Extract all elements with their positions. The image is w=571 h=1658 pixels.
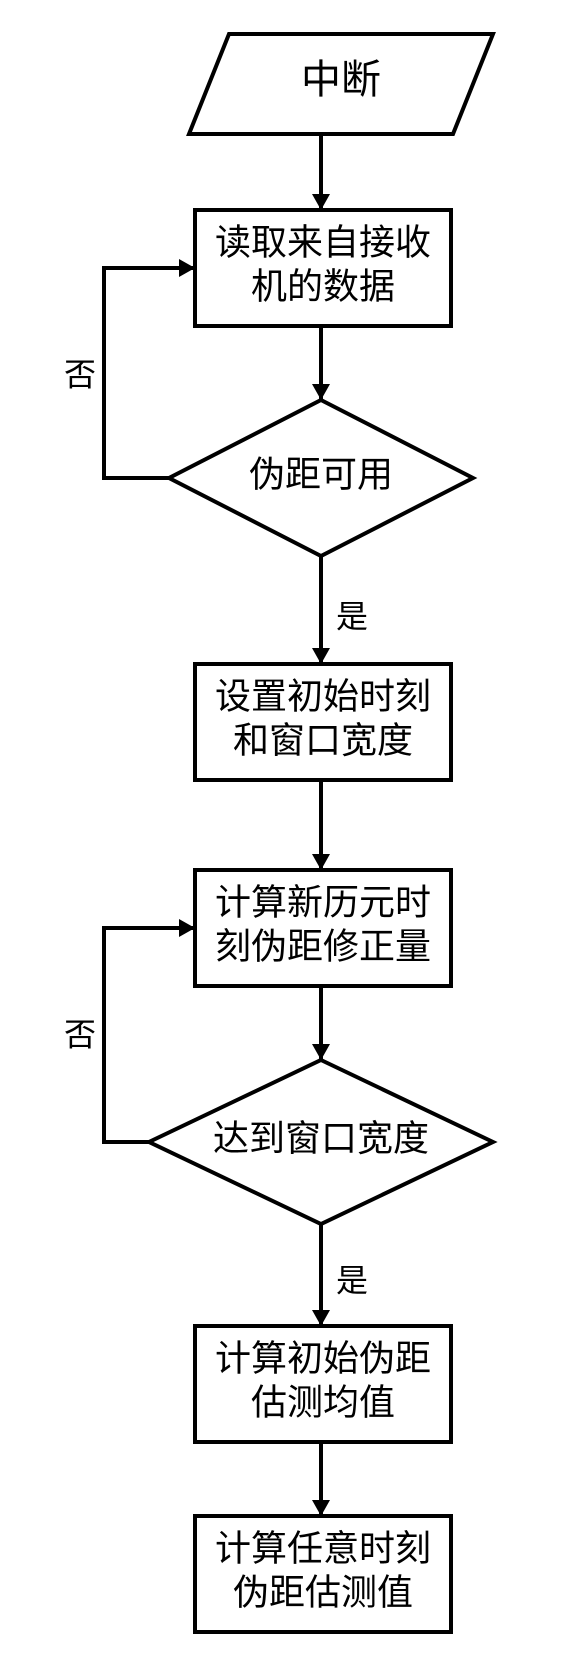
svg-text:刻伪距修正量: 刻伪距修正量: [215, 926, 431, 966]
edge-label: 否: [64, 356, 96, 392]
svg-text:估测均值: 估测均值: [251, 1382, 395, 1422]
svg-text:伪距可用: 伪距可用: [249, 454, 393, 494]
svg-text:机的数据: 机的数据: [251, 266, 395, 306]
svg-text:伪距估测值: 伪距估测值: [233, 1572, 413, 1612]
edge-label: 是: [336, 598, 368, 634]
svg-text:计算初始伪距: 计算初始伪距: [215, 1338, 431, 1378]
svg-text:中断: 中断: [301, 57, 381, 102]
edge-label: 否: [64, 1016, 96, 1052]
svg-text:和窗口宽度: 和窗口宽度: [233, 720, 413, 760]
svg-text:计算新历元时: 计算新历元时: [215, 882, 431, 922]
svg-text:设置初始时刻: 设置初始时刻: [215, 676, 431, 716]
edge: [104, 928, 195, 1142]
flowchart-canvas: 是是否否中断读取来自接收机的数据伪距可用设置初始时刻和窗口宽度计算新历元时刻伪距…: [0, 0, 571, 1658]
svg-text:达到窗口宽度: 达到窗口宽度: [213, 1118, 429, 1158]
svg-text:计算任意时刻: 计算任意时刻: [215, 1528, 431, 1568]
svg-text:读取来自接收: 读取来自接收: [215, 222, 431, 262]
edge: [104, 268, 195, 478]
edge-label: 是: [336, 1262, 368, 1298]
